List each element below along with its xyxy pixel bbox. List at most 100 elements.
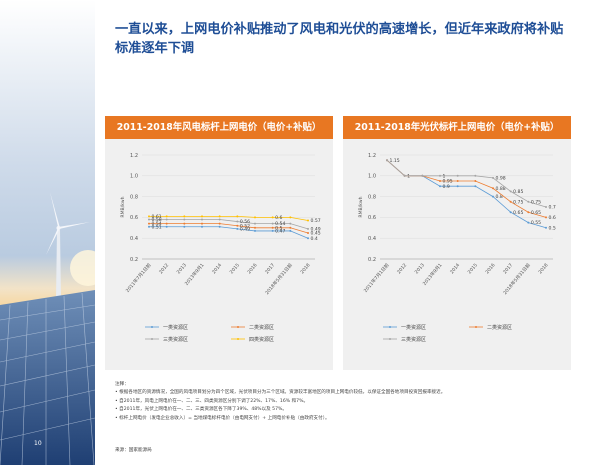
data-point — [254, 216, 256, 219]
data-point — [254, 222, 256, 225]
data-point — [165, 215, 168, 218]
data-label: 0.95 — [443, 179, 453, 185]
data-point — [289, 226, 292, 229]
data-point — [148, 218, 150, 221]
data-point — [236, 215, 239, 218]
chart-title: 2011-2018年光伏标杆上网电价（电价+补贴） — [343, 116, 571, 139]
y-tick-label: 0.8 — [130, 194, 138, 200]
data-label: 0.5 — [549, 225, 556, 231]
x-tick-label: 2018 — [537, 262, 549, 275]
data-point — [183, 215, 186, 218]
data-point — [218, 215, 221, 218]
notes-heading: 注释： — [115, 382, 129, 387]
data-point — [386, 159, 388, 162]
x-tick-label: 2015 — [467, 262, 479, 275]
data-point — [183, 222, 186, 225]
x-tick-label: 2011年7月1日前 — [362, 261, 391, 293]
note-item: • 根据各地区的资源情况，全国的风电项目划分为四个区域，光伏项目分为三个区域。资… — [115, 390, 446, 396]
series-line — [149, 223, 309, 234]
legend-label: 二类资源区 — [249, 324, 274, 331]
data-point — [492, 176, 494, 179]
data-label: 0.7 — [549, 205, 556, 211]
data-point — [236, 227, 239, 230]
data-point — [509, 211, 512, 214]
legend-label: 二类资源区 — [487, 324, 512, 331]
data-label: 0.49 — [240, 226, 250, 232]
legend-marker — [389, 326, 391, 328]
data-label: 1 — [407, 173, 410, 179]
data-point — [201, 222, 203, 225]
y-tick-label: 0.8 — [368, 194, 376, 200]
data-label: 0.56 — [240, 219, 250, 225]
data-point — [271, 229, 274, 232]
y-tick-label: 1.0 — [130, 174, 138, 180]
page-number: 10 — [34, 440, 42, 447]
data-point — [289, 216, 292, 219]
x-tick-label: 2014 — [211, 262, 223, 275]
legend-label: 一类资源区 — [401, 324, 426, 331]
data-point — [201, 225, 203, 228]
y-tick-label: 1.0 — [368, 174, 376, 180]
y-axis-label: RMB/kwh — [358, 196, 364, 217]
solar-price-chart: 1.2 1.0 0.8 0.6 0.4 0.2 RMB/kwh 2011年7月1日前 2012 2… — [358, 153, 556, 343]
data-point — [218, 218, 221, 221]
data-point — [474, 180, 477, 182]
data-label: 0.54 — [275, 221, 285, 227]
data-point — [271, 222, 274, 225]
solar-price-chart-panel: 2011-2018年光伏标杆上网电价（电价+补贴） 1.2 1.0 0.8 0.6 0.… — [343, 116, 571, 370]
page-title: 一直以来，上网电价补贴推动了风电和光伏的高速增长，但近年来政府将补贴 标准逐年下… — [115, 20, 585, 58]
data-point — [254, 226, 256, 229]
y-tick-label: 0.4 — [130, 236, 138, 242]
note-item: • 自2011年，风电上网电价在一、二、三、四类资源区分别下调了22%、17%、… — [115, 398, 309, 404]
chart-title: 2011-2018年风电标杆上网电价（电价+补贴） — [105, 116, 333, 139]
legend-label: 三类资源区 — [163, 336, 188, 343]
data-point — [289, 222, 292, 225]
legend-marker — [475, 326, 477, 328]
data-point — [271, 226, 274, 229]
series-line — [149, 219, 309, 230]
y-tick-label: 1.2 — [130, 153, 138, 159]
data-point — [148, 215, 150, 218]
data-label: 0.51 — [152, 224, 162, 230]
data-point — [165, 225, 168, 228]
solar-panels-icon — [0, 290, 95, 465]
x-tick-label: 2012 — [396, 262, 408, 275]
data-label: 0.4 — [311, 236, 318, 242]
data-label: 0.55 — [531, 220, 541, 226]
data-label: 0.54 — [152, 221, 162, 227]
data-point — [439, 180, 441, 182]
legend-marker — [389, 338, 391, 340]
data-label: 0.45 — [311, 231, 321, 237]
data-label: 0.75 — [513, 199, 523, 205]
data-point — [456, 185, 459, 188]
legend-marker — [151, 338, 153, 340]
y-axis-label: RMB/kwh — [120, 196, 126, 217]
page-title-line1: 一直以来，上网电价补贴推动了风电和光伏的高速增长，但近年来政府将补贴 — [115, 22, 564, 37]
x-tick-label: 2013 — [414, 262, 426, 275]
data-label: 0.85 — [513, 189, 523, 195]
data-label: 0.65 — [531, 210, 541, 216]
legend-marker — [151, 326, 153, 328]
data-label: 0.5 — [275, 225, 282, 231]
legend-label: 一类资源区 — [163, 324, 188, 331]
data-point — [148, 225, 150, 228]
x-tick-label: 2014 — [449, 262, 461, 275]
data-point — [289, 229, 292, 232]
wind-price-chart-panel: 2011-2018年风电标杆上网电价（电价+补贴） 1.2 1.0 0.8 0.6 0.… — [105, 116, 333, 370]
x-tick-label: 2011年7月1日前 — [124, 261, 153, 293]
x-tick-label: 2012 — [158, 262, 170, 275]
data-point — [201, 215, 203, 218]
data-point — [492, 195, 494, 198]
y-tick-label: 0.6 — [368, 215, 376, 221]
notes-section: 注释： • 根据各地区的资源情况，全国的风电项目划分为四个区域，光伏项目分为三个… — [115, 381, 585, 423]
data-label: 0.6 — [275, 215, 282, 221]
series-line — [149, 215, 309, 221]
legend-marker — [237, 338, 239, 340]
y-tick-label: 0.2 — [130, 257, 138, 263]
data-point — [254, 229, 256, 232]
data-label: 0.58 — [152, 217, 162, 223]
data-label: 0.9 — [443, 184, 450, 190]
data-point — [183, 218, 186, 221]
series-line — [149, 226, 309, 239]
x-tick-label: 2013 — [176, 262, 188, 275]
